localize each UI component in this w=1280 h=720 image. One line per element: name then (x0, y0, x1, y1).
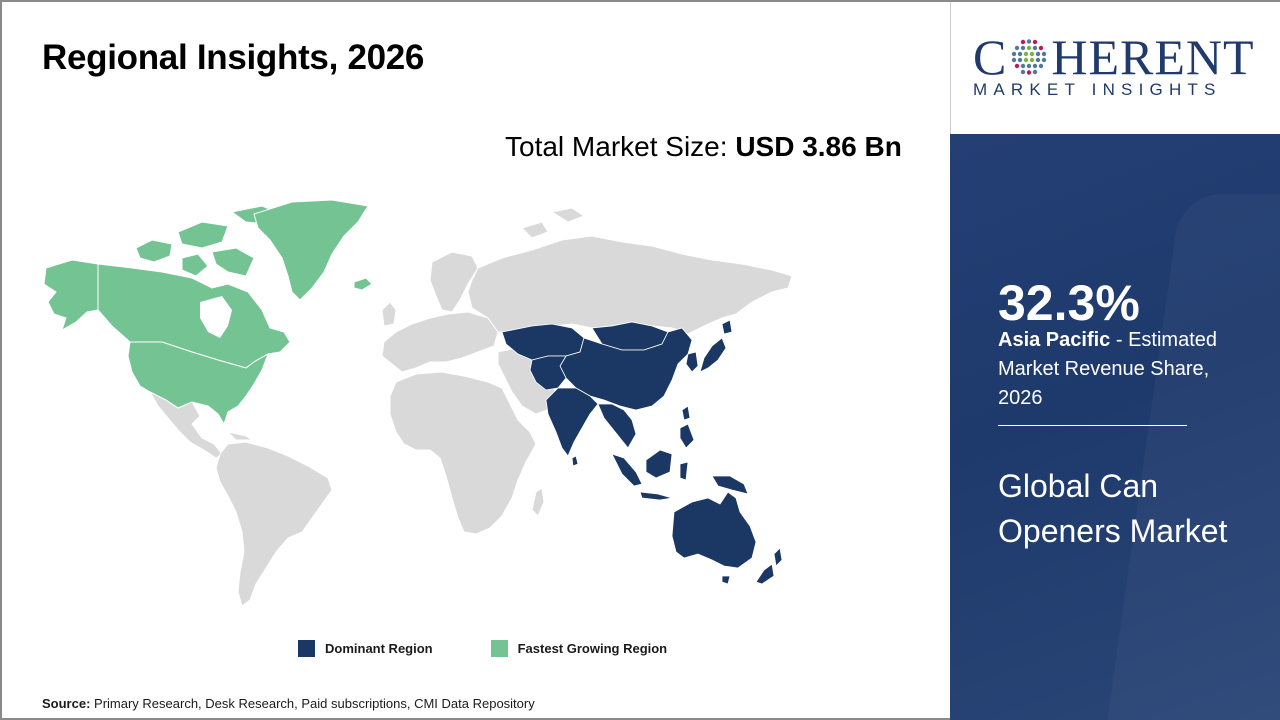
world-map (43, 199, 793, 607)
globe-dots-icon (1012, 39, 1047, 75)
legend-item-dominant: Dominant Region (298, 640, 433, 657)
source-label: Source: (42, 696, 91, 711)
company-logo: C HERENT MARKET INSIGHTS (950, 2, 1280, 134)
legend-label-dominant: Dominant Region (325, 641, 433, 656)
logo-first-letter: C (973, 29, 1008, 85)
market-size-label: Total Market Size: (505, 131, 736, 162)
dominant-swatch-icon (298, 640, 315, 657)
region-latin-america (148, 390, 333, 607)
legend-label-fastest-growing: Fastest Growing Region (517, 641, 668, 656)
revenue-share-description: Asia Pacific - Estimated Market Revenue … (998, 326, 1258, 413)
logo-rest-letters: HERENT (1051, 29, 1255, 85)
source-text: Primary Research, Desk Research, Paid su… (90, 696, 535, 711)
source-note: Source: Primary Research, Desk Research,… (42, 696, 535, 711)
logo-wordmark: C HERENT (973, 32, 1255, 82)
region-europe (381, 251, 499, 373)
market-size-value: USD 3.86 Bn (735, 131, 902, 162)
regional-insights-panel: Regional Insights, 2026 Total Market Siz… (2, 2, 950, 720)
total-market-size: Total Market Size: USD 3.86 Bn (505, 127, 905, 166)
region-asia-pacific (501, 319, 783, 585)
dominant-region-name: Asia Pacific (998, 329, 1111, 351)
region-russia (467, 207, 793, 335)
divider-line (998, 425, 1187, 426)
market-name: Global Can Openers Market (998, 468, 1228, 549)
logo-tagline: MARKET INSIGHTS (973, 80, 1222, 99)
summary-panel: C HERENT MARKET INSIGHTS 32.3% (950, 2, 1280, 720)
legend-item-fastest-growing: Fastest Growing Region (490, 640, 668, 657)
stats-card: 32.3% Asia Pacific - Estimated Market Re… (950, 134, 1280, 720)
region-north-america (43, 199, 373, 426)
background-decoration (1103, 194, 1280, 720)
map-legend: Dominant Region Fastest Growing Region (298, 640, 725, 657)
share-description-text: - Estimated Market Revenue Share, 2026 (998, 329, 1217, 409)
revenue-share-value: 32.3% (998, 275, 1140, 331)
page-title: Regional Insights, 2026 (42, 38, 425, 77)
fastest-growing-swatch-icon (490, 640, 508, 657)
